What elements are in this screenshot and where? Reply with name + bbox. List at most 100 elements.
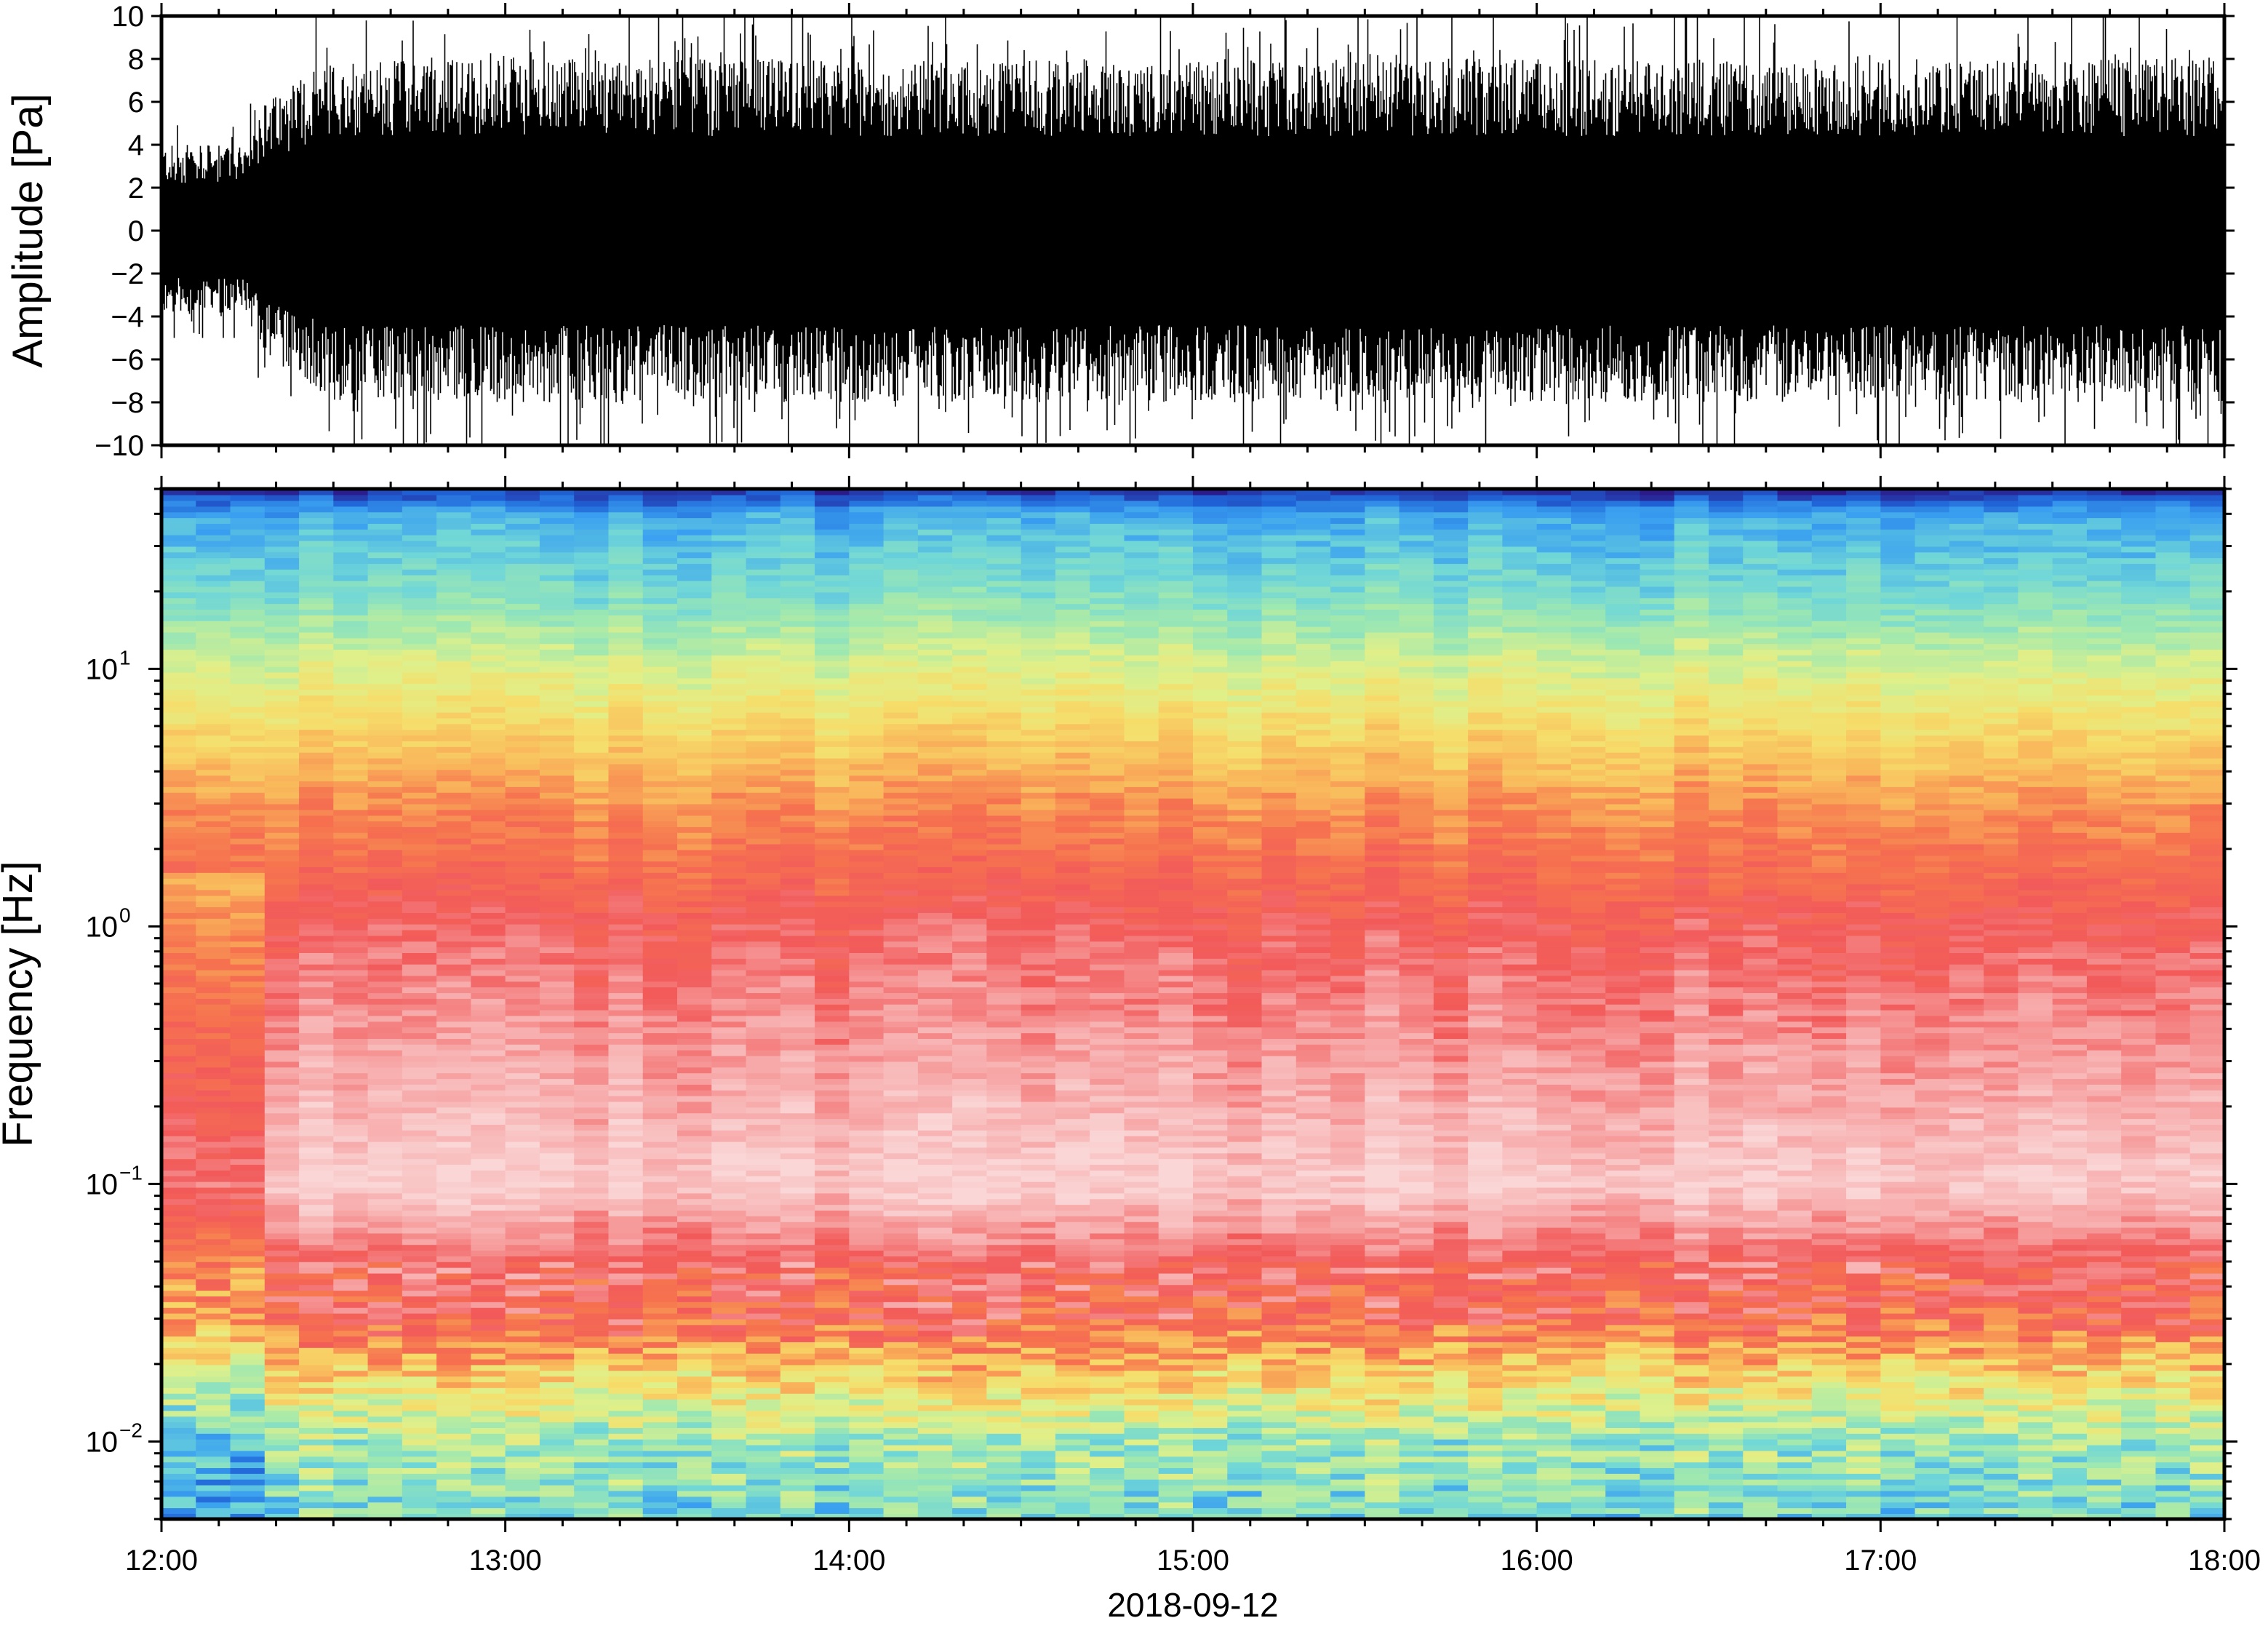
heatmap-cell: [333, 906, 368, 913]
heatmap-cell: [402, 495, 437, 501]
heatmap-cell: [299, 844, 334, 850]
heatmap-cell: [746, 1307, 781, 1314]
heatmap-cell: [884, 912, 919, 919]
heatmap-cell: [986, 1296, 1021, 1302]
heatmap-cell: [746, 1330, 781, 1336]
heatmap-cell: [1021, 1502, 1056, 1508]
heatmap-cell: [849, 838, 884, 845]
heatmap-cell: [299, 546, 334, 553]
heatmap-cell: [506, 575, 540, 581]
heatmap-cell: [471, 1451, 506, 1457]
heatmap-cell: [849, 1158, 884, 1165]
heatmap-cell: [780, 1497, 815, 1503]
heatmap-cell: [368, 1216, 403, 1222]
heatmap-cell: [161, 832, 196, 839]
heatmap-cell: [231, 1462, 265, 1468]
heatmap-cell: [471, 609, 506, 615]
heatmap-cell: [574, 511, 609, 518]
heatmap-cell: [436, 1273, 471, 1280]
heatmap-cell: [1055, 924, 1090, 930]
heatmap-cell: [574, 1027, 609, 1033]
heatmap-cell: [1055, 1336, 1090, 1342]
heatmap-cell: [780, 1456, 815, 1462]
heatmap-cell: [780, 815, 815, 821]
heatmap-cell: [746, 1411, 781, 1417]
heatmap-cell: [540, 775, 575, 781]
heatmap-cell: [574, 884, 609, 890]
heatmap-cell: [436, 1473, 471, 1480]
heatmap-cell: [196, 1342, 231, 1348]
heatmap-cell: [1021, 1302, 1056, 1308]
heatmap-cell: [436, 678, 471, 685]
heatmap-cell: [196, 626, 231, 633]
heatmap-cell: [299, 912, 334, 919]
heatmap-cell: [918, 1239, 953, 1246]
heatmap-cell: [986, 1439, 1021, 1446]
heatmap-cell: [608, 1330, 643, 1336]
heatmap-cell: [746, 621, 781, 627]
heatmap-cell: [196, 1090, 231, 1096]
heatmap-cell: [1055, 1507, 1090, 1514]
heatmap-cell: [471, 1284, 506, 1291]
heatmap-cell: [368, 1164, 403, 1171]
heatmap-cell: [368, 746, 403, 753]
heatmap-cell: [849, 896, 884, 902]
heatmap-cell: [231, 1319, 265, 1326]
heatmap-cell: [746, 517, 781, 524]
heatmap-cell: [711, 998, 746, 1005]
heatmap-cell: [333, 946, 368, 953]
heatmap-cell: [299, 741, 334, 747]
heatmap-cell: [265, 1405, 300, 1411]
heatmap-cell: [231, 626, 265, 633]
heatmap-cell: [918, 832, 953, 839]
heatmap-cell: [161, 683, 196, 690]
heatmap-cell: [643, 798, 678, 805]
heatmap-cell: [540, 1433, 575, 1440]
heatmap-cell: [574, 1136, 609, 1142]
heatmap-cell: [436, 976, 471, 982]
heatmap-cell: [1021, 609, 1056, 615]
heatmap-cell: [711, 683, 746, 690]
heatmap-cell: [815, 884, 850, 890]
heatmap-cell: [884, 884, 919, 890]
heatmap-cell: [986, 655, 1021, 661]
heatmap-cell: [986, 1405, 1021, 1411]
heatmap-cell: [265, 1164, 300, 1171]
heatmap-cell: [231, 1456, 265, 1462]
heatmap-cell: [540, 850, 575, 856]
heatmap-cell: [608, 832, 643, 839]
heatmap-cell: [952, 621, 987, 627]
heatmap-cell: [265, 672, 300, 679]
heatmap-cell: [815, 1433, 850, 1440]
heatmap-cell: [368, 981, 403, 988]
heatmap-cell: [746, 958, 781, 965]
heatmap-cell: [574, 1072, 609, 1079]
heatmap-cell: [986, 649, 1021, 655]
heatmap-cell: [471, 1319, 506, 1326]
heatmap-cell: [333, 1021, 368, 1028]
heatmap-cell: [815, 1004, 850, 1011]
heatmap-cell: [1055, 998, 1090, 1005]
heatmap-cell: [711, 1411, 746, 1417]
heatmap-cell: [161, 1325, 196, 1331]
amplitude-tick-label: 2: [128, 172, 144, 204]
heatmap-cell: [608, 563, 643, 570]
heatmap-cell: [161, 1176, 196, 1182]
heatmap-cell: [402, 1072, 437, 1079]
heatmap-cell: [368, 1502, 403, 1508]
heatmap-cell: [746, 586, 781, 593]
heatmap-cell: [574, 1130, 609, 1136]
heatmap-cell: [711, 701, 746, 707]
heatmap-cell: [918, 1491, 953, 1497]
heatmap-cell: [1090, 1422, 1125, 1428]
heatmap-cell: [1055, 1101, 1090, 1108]
heatmap-cell: [368, 964, 403, 971]
heatmap-cell: [780, 781, 815, 787]
heatmap-cell: [815, 810, 850, 816]
heatmap-cell: [746, 844, 781, 850]
heatmap-cell: [918, 695, 953, 701]
heatmap-cell: [849, 878, 884, 885]
heatmap-cell: [918, 666, 953, 673]
heatmap-cell: [161, 1187, 196, 1194]
heatmap-cell: [849, 1411, 884, 1417]
